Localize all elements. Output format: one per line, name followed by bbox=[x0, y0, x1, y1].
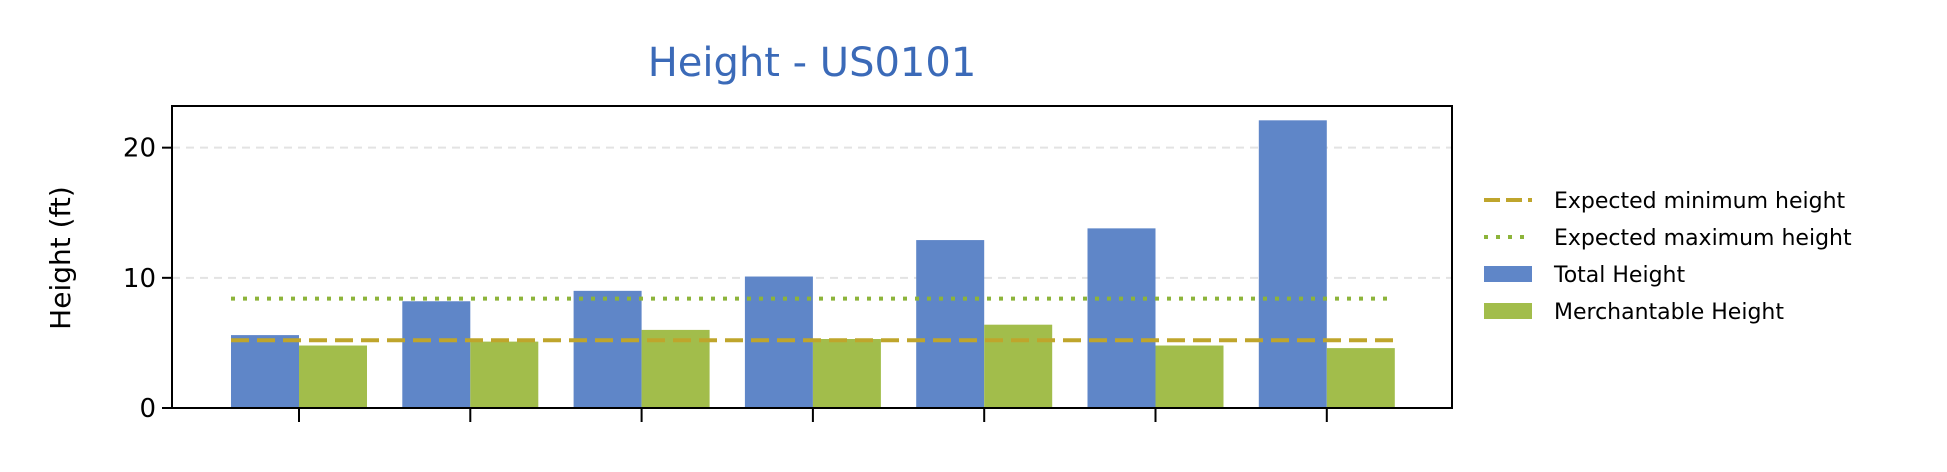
legend-min-label: Expected minimum height bbox=[1554, 189, 1846, 214]
chart-title: Height - US0101 bbox=[648, 40, 977, 86]
bar-total-2 bbox=[573, 290, 642, 408]
legend-merch-label: Merchantable Height bbox=[1554, 300, 1784, 325]
bar-merch-6 bbox=[1326, 348, 1395, 408]
reference-lines bbox=[231, 296, 1395, 343]
bar-total-4 bbox=[916, 240, 985, 408]
bar-merch-4 bbox=[984, 324, 1053, 408]
legend-merch-swatch bbox=[1484, 303, 1532, 319]
y-axis: 0 10 20 bbox=[123, 134, 172, 424]
bar-merch-3 bbox=[812, 339, 881, 408]
bar-merch-0 bbox=[299, 345, 367, 408]
bar-merch-1 bbox=[470, 341, 539, 408]
bar-total-1 bbox=[402, 301, 471, 408]
y-tick-label-2: 20 bbox=[123, 134, 156, 164]
bar-total-5 bbox=[1087, 228, 1156, 408]
legend-total-label: Total Height bbox=[1553, 263, 1685, 288]
legend-max-label: Expected maximum height bbox=[1554, 226, 1852, 251]
legend: Expected minimum height Expected maximum … bbox=[1484, 189, 1852, 325]
y-tick-label-1: 10 bbox=[123, 264, 156, 294]
grid-lines bbox=[172, 146, 1452, 279]
bar-merch-2 bbox=[641, 329, 710, 408]
y-tick-label-0: 0 bbox=[139, 394, 156, 424]
x-axis bbox=[298, 408, 1328, 422]
y-axis-label: Height (ft) bbox=[44, 186, 77, 330]
bar-total-6 bbox=[1258, 120, 1327, 408]
bars bbox=[231, 120, 1395, 408]
legend-total-swatch bbox=[1484, 266, 1532, 282]
bar-total-0 bbox=[231, 335, 299, 408]
bar-merch-5 bbox=[1155, 345, 1224, 408]
